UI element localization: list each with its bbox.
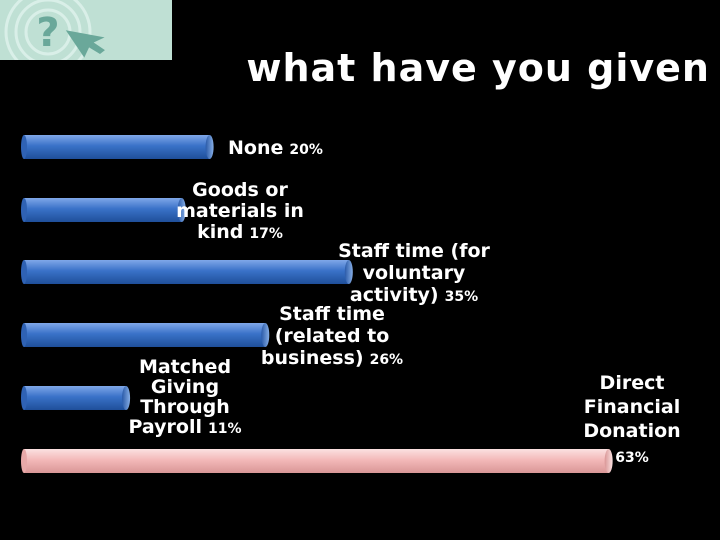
value-label-3: 35%	[445, 289, 479, 305]
category-label-6: Direct Financial Donation	[583, 372, 680, 442]
value-label-6: 63%	[615, 450, 649, 466]
value-label-4: 26%	[370, 352, 404, 368]
help-logo: ?	[0, 0, 172, 60]
category-label-2: Goods or materials in kind 17%	[176, 179, 304, 243]
page-title: what have you given	[246, 46, 710, 90]
category-label-3: Staff time (for voluntary activity) 35%	[338, 240, 490, 306]
category-label-1: None 20%	[228, 137, 323, 159]
svg-text:?: ?	[36, 10, 59, 56]
value-label-5: 11%	[208, 421, 242, 437]
bar-5	[21, 386, 131, 410]
bar-4	[21, 323, 270, 347]
category-label-4: Staff time (related to business) 26%	[261, 303, 403, 369]
bar-2	[21, 198, 186, 222]
cursor-arrow-icon	[65, 30, 105, 58]
bar-1	[21, 135, 214, 159]
question-mark-icon: ?	[36, 10, 59, 56]
value-label-2: 17%	[249, 226, 283, 242]
bar-3	[21, 260, 353, 284]
category-label-5: Matched Giving Through Payroll 11%	[128, 356, 241, 438]
value-label-1: 20%	[289, 142, 323, 158]
bar-6	[21, 449, 613, 473]
